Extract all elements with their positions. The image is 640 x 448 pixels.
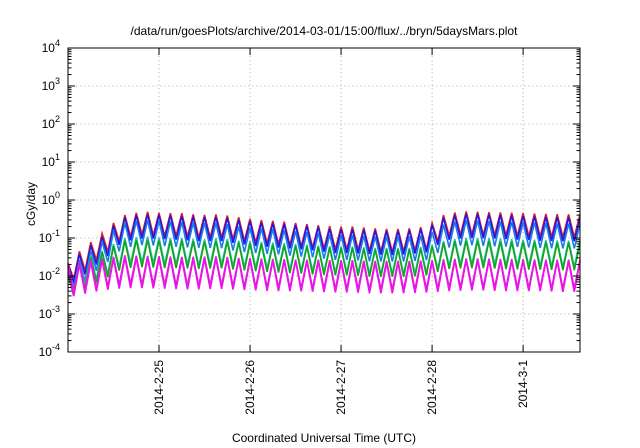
y-tick-label: 10-3 <box>39 304 60 321</box>
x-tick-label: 2014-3-1 <box>516 360 530 408</box>
ticks <box>68 47 580 353</box>
x-tick-label: 2014-2-28 <box>425 360 439 415</box>
y-tick-label: 101 <box>42 152 60 169</box>
series-line <box>67 219 581 289</box>
y-tick-label: 104 <box>42 38 60 55</box>
series-layer <box>67 211 581 297</box>
x-tick-label: 2014-2-25 <box>152 360 166 415</box>
y-axis-label: cGy/day <box>24 182 38 226</box>
series-line <box>67 239 581 297</box>
series-line <box>67 213 581 286</box>
chart-title: /data/run/goesPlots/archive/2014-03-01/1… <box>131 24 519 38</box>
y-tick-label: 10-1 <box>39 228 60 245</box>
x-tick-labels: 2014-2-25 2014-2-26 2014-2-27 2014-2-28 2014… <box>152 360 530 415</box>
y-tick-label: 102 <box>42 114 60 131</box>
y-tick-label: 10-2 <box>39 266 60 283</box>
y-tick-label: 103 <box>42 76 60 93</box>
series-line <box>67 257 581 297</box>
x-tick-label: 2014-2-27 <box>334 360 348 415</box>
y-tick-labels: 10-4 10-3 10-2 10-1 100 101 102 103 104 <box>39 38 60 359</box>
y-tick-label: 100 <box>42 190 60 207</box>
x-axis-label: Coordinated Universal Time (UTC) <box>232 431 416 445</box>
y-tick-label: 10-4 <box>39 342 60 359</box>
x-tick-label: 2014-2-26 <box>243 360 257 415</box>
